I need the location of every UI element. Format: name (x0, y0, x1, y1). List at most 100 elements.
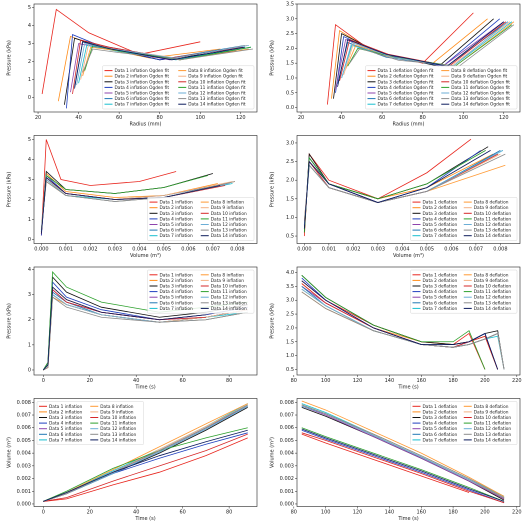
series-line (301, 429, 505, 504)
x-tick-label: 20 (35, 115, 41, 121)
legend-label: Data 4 inflation (160, 216, 193, 222)
x-tick-label: 0.004 (132, 247, 146, 253)
series-line (347, 24, 513, 67)
x-tick-label: 0.005 (420, 247, 434, 253)
x-tick-label: 60 (179, 378, 185, 384)
x-tick-label: 80 (420, 115, 426, 121)
legend-label: Data 12 deflation (474, 295, 512, 301)
legend-label: Data 4 deflation (423, 421, 458, 427)
legend-label: Data 2 inflation (49, 409, 82, 415)
y-tick-label: 2 (28, 317, 31, 323)
legend-label: Data 3 inflation Ogden fit (115, 79, 170, 85)
legend-label: Data 3 inflation (160, 284, 193, 290)
y-tick-label: 0.000 (280, 501, 294, 507)
legend-label: Data 11 inflation (211, 289, 247, 295)
x-tick-label: 100 (321, 510, 331, 516)
legend-label: Data 7 deflation (423, 306, 458, 312)
y-tick-label: 1.5 (286, 339, 294, 345)
x-tick-label: 160 (416, 510, 426, 516)
subplot: 0.000 0.001 0.002 0.003 0.004 0.005 0.006 0.007… (7, 135, 258, 259)
legend-label: Data 6 inflation Ogden fit (115, 96, 170, 102)
legend-label: Data 10 deflation (474, 415, 512, 421)
x-tick-label: 0.000 (34, 247, 48, 253)
legend-label: Data 11 deflation Ogden fit (451, 85, 510, 91)
series-line (78, 44, 251, 84)
legend-label: Data 3 deflation (423, 415, 458, 421)
y-tick-label: 0 (28, 95, 31, 101)
x-tick-label: 20 (87, 510, 93, 516)
x-tick-label: 140 (385, 378, 395, 384)
y-tick-label: 0.000 (17, 501, 31, 507)
legend-label: Data 10 inflation (100, 415, 136, 421)
x-tick-label: 0.003 (108, 247, 122, 253)
x-axis-label: Volume (m³) (130, 253, 161, 259)
legend-label: Data 13 inflation (211, 228, 247, 234)
x-tick-label: 200 (480, 378, 490, 384)
subplot: 20 40 60 80 100 120 0.0 0.5 1.0 1.5 2.0 2.5 3.0 3.5 Ra… (270, 2, 521, 128)
series-line (43, 404, 248, 502)
series-line (41, 8, 201, 95)
legend-label: Data 1 deflation Ogden fit (378, 68, 434, 74)
plot-area (43, 403, 248, 502)
legend-label: Data 4 inflation Ogden fit (115, 85, 170, 91)
x-tick-label: 40 (133, 378, 139, 384)
y-tick-label: 5 (28, 5, 31, 11)
x-tick-label: 60 (116, 115, 122, 121)
legend-label: Data 2 deflation Ogden fit (378, 74, 434, 80)
legend-label: Data 9 inflation Ogden fit (188, 74, 243, 80)
axes-frame (33, 266, 258, 376)
x-tick-label: 200 (480, 510, 490, 516)
legend-label: Data 9 inflation (211, 278, 244, 284)
legend-label: Data 13 inflation (211, 300, 247, 306)
legend-label: Data 12 inflation (211, 222, 247, 228)
x-axis-label: Time (s) (134, 385, 155, 391)
x-tick-label: 80 (226, 510, 232, 516)
x-tick-label: 0.001 (59, 247, 73, 253)
x-tick-label: 180 (448, 510, 458, 516)
y-tick-label: 0.001 (17, 489, 31, 495)
legend-label: Data 6 deflation Ogden fit (378, 96, 434, 102)
legend-label: Data 11 inflation (100, 421, 136, 427)
x-tick-label: 0.006 (444, 247, 458, 253)
y-tick-label: 0.005 (17, 438, 31, 444)
legend-label: Data 11 deflation (474, 421, 512, 427)
legend-label: Data 7 deflation (423, 437, 458, 443)
plot-area (327, 12, 515, 105)
legend-label: Data 8 deflation (474, 272, 509, 278)
x-tick-label: 220 (512, 510, 522, 516)
legend-label: Data 11 deflation (474, 216, 512, 222)
y-tick-label: 2.5 (286, 159, 294, 165)
y-tick-label: 1.0 (286, 215, 294, 221)
legend-label: Data 12 deflation (474, 426, 512, 432)
y-tick-label: 1.5 (286, 61, 294, 67)
x-tick-label: 20 (298, 115, 304, 121)
subplot: 80 100 120 140 160 180 200 220 0.5 1.0 1.5 2.0 2.5 3.… (270, 266, 522, 391)
y-tick-label: 3 (28, 41, 31, 47)
x-tick-label: 60 (179, 510, 185, 516)
y-tick-label: 0.007 (17, 413, 31, 419)
y-tick-label: 4.0 (286, 270, 294, 276)
axes-frame (33, 3, 258, 113)
x-tick-label: 40 (75, 115, 81, 121)
legend-label: Data 1 deflation (423, 200, 458, 206)
legend-label: Data 5 inflation Ogden fit (115, 91, 170, 97)
y-tick-label: 5 (28, 137, 31, 143)
y-axis-label: Pressure (kPa) (270, 172, 276, 208)
legend-label: Data 5 deflation (423, 222, 458, 228)
legend-label: Data 7 inflation (160, 233, 193, 239)
legend-label: Data 8 inflation (211, 272, 244, 278)
legend-label: Data 6 deflation (423, 228, 458, 234)
legend-label: Data 3 inflation (160, 211, 193, 217)
legend-label: Data 9 deflation Ogden fit (451, 74, 507, 80)
legend-label: Data 9 inflation (211, 205, 244, 211)
y-axis-label: Pressure (kPa) (7, 303, 13, 339)
legend-label: Data 9 inflation (100, 409, 133, 415)
x-tick-label: 0.000 (297, 247, 311, 253)
legend-label: Data 12 inflation Ogden fit (188, 91, 246, 97)
legend-label: Data 8 inflation Ogden fit (188, 68, 243, 74)
